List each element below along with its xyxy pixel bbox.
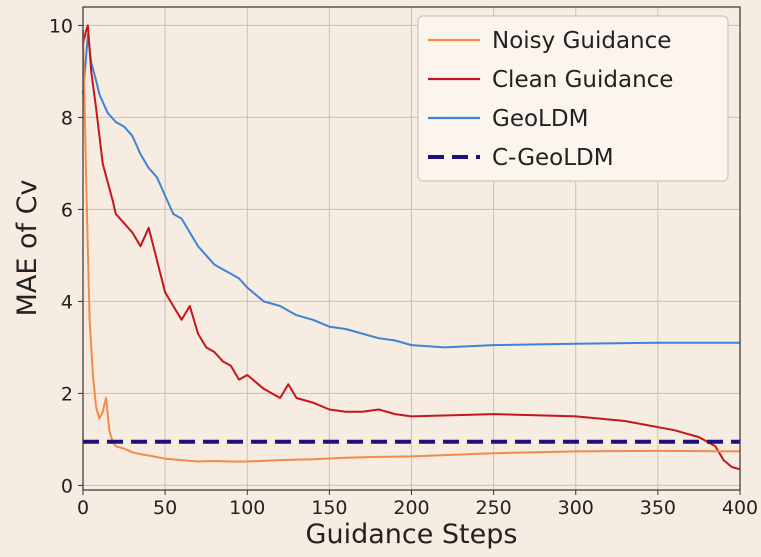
legend: Noisy Guidance Clean Guidance GeoLDM C-GeoL… xyxy=(417,15,729,182)
x-tick-label: 400 xyxy=(722,497,758,519)
x-tick-label: 350 xyxy=(640,497,676,519)
y-tick-label: 10 xyxy=(49,15,73,37)
legend-label: C-GeoLDM xyxy=(492,145,614,171)
x-tick-label: 100 xyxy=(229,497,265,519)
legend-label: GeoLDM xyxy=(492,106,588,132)
legend-box xyxy=(417,15,729,182)
series-line-geoldm xyxy=(82,33,740,349)
legend-label: Noisy Guidance xyxy=(492,28,671,54)
x-tick-label: 0 xyxy=(77,497,89,519)
y-tick-label: 4 xyxy=(61,291,73,313)
x-tick-label: 250 xyxy=(475,497,511,519)
series-layer xyxy=(82,24,741,471)
x-tick-label: 300 xyxy=(558,497,594,519)
series-line-noisy-guidance xyxy=(82,29,741,463)
series-line-clean-guidance xyxy=(82,24,741,471)
x-tick-label: 150 xyxy=(311,497,347,519)
y-tick-label: 2 xyxy=(61,383,73,405)
y-tick-label: 8 xyxy=(61,107,73,129)
y-tick-label: 0 xyxy=(61,475,73,497)
ticks: 0 50 100 150 200 250 300 350 400 0 2 4 6 8 10 xyxy=(49,15,758,519)
legend-label: Clean Guidance xyxy=(492,67,673,93)
y-tick-label: 6 xyxy=(61,199,73,221)
y-axis-label: MAE of Cv xyxy=(12,180,43,317)
x-tick-label: 50 xyxy=(153,497,177,519)
x-axis-label: Guidance Steps xyxy=(306,519,518,550)
x-tick-label: 200 xyxy=(393,497,429,519)
